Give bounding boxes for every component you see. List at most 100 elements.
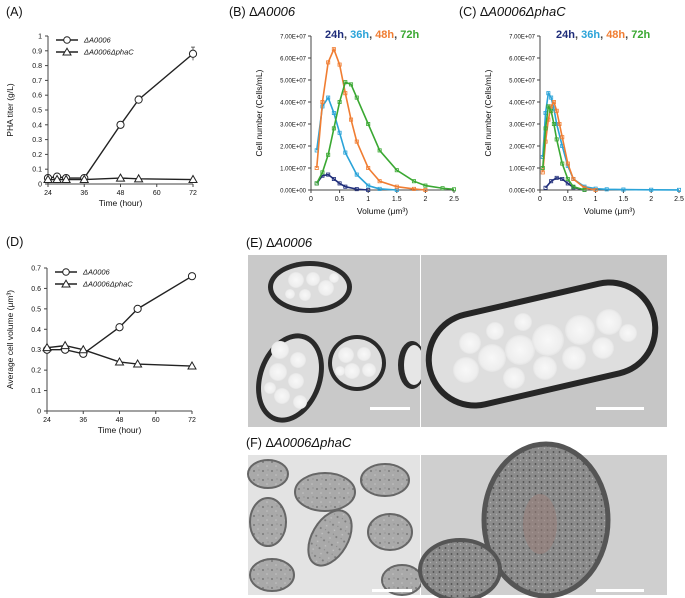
y-tick-label: 0.7 bbox=[31, 266, 41, 273]
data-point bbox=[440, 186, 445, 191]
data-point bbox=[411, 179, 416, 184]
data-point bbox=[366, 165, 371, 170]
chart-a: 24 36 48 60 72 0 0.1 0.2 0.3 0.4 0.5 0.6 0.7 0.8 0.9 1 T… bbox=[5, 34, 198, 208]
x-tick-label: 0.5 bbox=[335, 196, 345, 203]
data-point bbox=[571, 176, 576, 181]
panel-b-label: (B) ΔA0006 bbox=[229, 4, 296, 19]
x-tick-label: 2 bbox=[649, 196, 653, 203]
x-tick-label: 60 bbox=[153, 190, 161, 197]
legend-36h: 36h bbox=[350, 29, 369, 41]
y-tick-label: 1.00E+07 bbox=[280, 166, 307, 172]
data-point bbox=[314, 181, 319, 186]
data-point bbox=[337, 181, 342, 186]
y-tick-label: 0.00E+00 bbox=[509, 188, 536, 194]
data-point bbox=[554, 108, 559, 113]
series-line bbox=[316, 81, 455, 191]
data-point bbox=[354, 139, 359, 144]
data-point bbox=[320, 100, 325, 105]
x-tick-label: 1.5 bbox=[392, 196, 402, 203]
data-point bbox=[604, 187, 609, 192]
data-point bbox=[549, 179, 554, 184]
timepoint-legend-b: 24h, 36h, 48h, 72h bbox=[325, 29, 420, 41]
data-point bbox=[377, 186, 382, 191]
y-axis-label: Cell number (Cells/mL) bbox=[483, 69, 493, 156]
x-tick-label: 72 bbox=[188, 417, 196, 424]
y-tick-label: 0.5 bbox=[32, 108, 42, 115]
data-point bbox=[115, 173, 126, 182]
data-point bbox=[326, 60, 331, 65]
data-point bbox=[411, 186, 416, 191]
data-point bbox=[540, 165, 545, 170]
series-line bbox=[541, 104, 585, 191]
y-tick-label: 0.2 bbox=[31, 368, 41, 375]
panel-d-label: (D) bbox=[6, 235, 23, 249]
data-point bbox=[394, 184, 399, 189]
data-point bbox=[546, 104, 551, 109]
data-point bbox=[551, 122, 556, 127]
y-tick-label: 7.00E+07 bbox=[509, 34, 536, 40]
y-tick-label: 0.1 bbox=[31, 388, 41, 395]
y-tick-label: 2.00E+07 bbox=[509, 144, 536, 150]
data-point bbox=[343, 184, 348, 189]
legend-24h: 24h bbox=[556, 29, 575, 41]
data-point bbox=[554, 137, 559, 142]
y-tick-label: 0.6 bbox=[32, 93, 42, 100]
data-point bbox=[565, 181, 570, 186]
data-point bbox=[549, 108, 554, 113]
data-point bbox=[343, 91, 348, 96]
y-tick-label: 6.00E+07 bbox=[509, 56, 536, 62]
data-point bbox=[115, 323, 124, 332]
x-tick-label: 36 bbox=[80, 190, 88, 197]
y-tick-label: 0.5 bbox=[31, 306, 41, 313]
legend-label: ΔA0006ΔphaC bbox=[83, 48, 134, 57]
data-point bbox=[366, 187, 371, 192]
data-point bbox=[354, 172, 359, 177]
legend-marker bbox=[61, 279, 71, 288]
x-tick-label: 24 bbox=[43, 417, 51, 424]
legend-72h: 72h bbox=[400, 29, 419, 41]
data-point bbox=[377, 148, 382, 153]
data-point bbox=[42, 342, 52, 352]
data-point bbox=[423, 183, 428, 188]
data-point bbox=[649, 187, 654, 192]
y-tick-label: 0.2 bbox=[32, 152, 42, 159]
y-tick-label: 1.00E+07 bbox=[509, 166, 536, 172]
x-tick-label: 1.5 bbox=[619, 196, 629, 203]
y-tick-label: 0.6 bbox=[31, 286, 41, 293]
y-tick-label: 0.4 bbox=[31, 327, 41, 334]
panel-f-label: (F) ΔA0006ΔphaC bbox=[246, 435, 352, 450]
x-tick-label: 2.5 bbox=[674, 196, 684, 203]
legend-72h: 72h bbox=[631, 29, 650, 41]
y-tick-label: 0.8 bbox=[32, 63, 42, 70]
data-point bbox=[349, 117, 354, 122]
series-line bbox=[315, 47, 426, 191]
legend-marker bbox=[62, 268, 70, 276]
x-axis-label: Volume (μm³) bbox=[357, 206, 408, 216]
y-tick-label: 0.3 bbox=[32, 137, 42, 144]
micrograph-f-left bbox=[247, 455, 423, 596]
y-axis-label: PHA titer (g/L) bbox=[5, 83, 15, 137]
x-tick-label: 0 bbox=[538, 196, 542, 203]
data-point bbox=[343, 80, 348, 85]
y-tick-label: 4.00E+07 bbox=[509, 100, 536, 106]
data-point bbox=[331, 111, 336, 116]
series-line bbox=[541, 100, 596, 191]
data-point bbox=[337, 62, 342, 67]
data-point bbox=[621, 187, 626, 192]
series-line bbox=[316, 173, 369, 191]
data-point bbox=[354, 187, 359, 192]
legend-marker bbox=[63, 36, 71, 44]
legend-24h: 24h bbox=[325, 29, 344, 41]
data-point bbox=[451, 187, 456, 192]
x-tick-label: 48 bbox=[117, 190, 125, 197]
data-point bbox=[571, 184, 576, 189]
x-tick-label: 0.5 bbox=[563, 196, 573, 203]
y-tick-label: 4.00E+07 bbox=[280, 100, 307, 106]
data-point bbox=[423, 187, 428, 192]
data-point bbox=[343, 150, 348, 155]
y-tick-label: 5.00E+07 bbox=[509, 78, 536, 84]
data-point bbox=[314, 165, 319, 170]
y-tick-label: 1 bbox=[38, 34, 42, 41]
legend-48h: 48h bbox=[606, 29, 625, 41]
